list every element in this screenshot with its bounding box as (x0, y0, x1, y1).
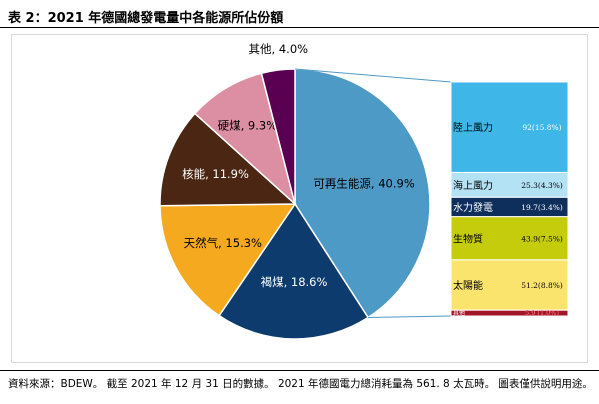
breakdown-label-3: 水力發電 (453, 201, 493, 214)
breakdown-segment-5 (450, 259, 569, 311)
connector-line-bottom (368, 315, 452, 319)
breakdown-label-5: 太陽能 (453, 279, 483, 292)
chart-title: 表 2：2021 年德國總發電量中各能源所佔份額 (8, 11, 284, 26)
breakdown-label-1: 陸上風力 (453, 121, 493, 134)
pie-label-slice-3: 天然气, 15.3% (184, 236, 262, 250)
breakdown-value-6: 5.9 (1.0%) (525, 309, 559, 317)
pie-slice-3 (159, 203, 297, 317)
breakdown-segment-1 (450, 81, 569, 173)
connector-line-top (294, 68, 452, 83)
title-rule (0, 27, 599, 28)
breakdown-label-6: 其他 (453, 309, 465, 317)
breakdown-value-3: 19.7(3.4%) (521, 203, 563, 212)
breakdown-segment-4 (450, 216, 569, 261)
pie-slice-2 (218, 202, 370, 340)
breakdown-value-5: 51.2(8.8%) (521, 281, 563, 290)
breakdown-value-1: 92(15.8%) (522, 123, 561, 132)
pie-label-slice-1: 可再生能源, 40.9% (313, 177, 414, 191)
pie-label-slice-2: 褐煤, 18.6% (261, 275, 328, 289)
breakdown-segment-6 (450, 309, 569, 317)
pie-label-slice-4: 核能, 11.9% (182, 167, 249, 181)
footer-rule (0, 370, 599, 371)
pie-slice-6 (260, 68, 296, 205)
chart-frame (11, 34, 588, 363)
breakdown-label-2: 海上風力 (453, 179, 493, 192)
pie-label-slice-5: 硬煤, 9.3% (218, 118, 278, 132)
breakdown-value-2: 25.3(4.3%) (521, 181, 563, 190)
breakdown-label-4: 生物質 (453, 232, 483, 245)
breakdown-value-4: 43.9(7.5%) (521, 234, 563, 243)
pie-slice-5 (193, 72, 297, 207)
source-note: 資料來源：BDEW。 截至 2021 年 12 月 31 日的數據。 2021 … (8, 378, 593, 390)
pie-label-slice-6: 其他, 4.0% (249, 42, 309, 56)
breakdown-segment-2 (450, 171, 569, 198)
pie-slice-4 (159, 112, 297, 207)
